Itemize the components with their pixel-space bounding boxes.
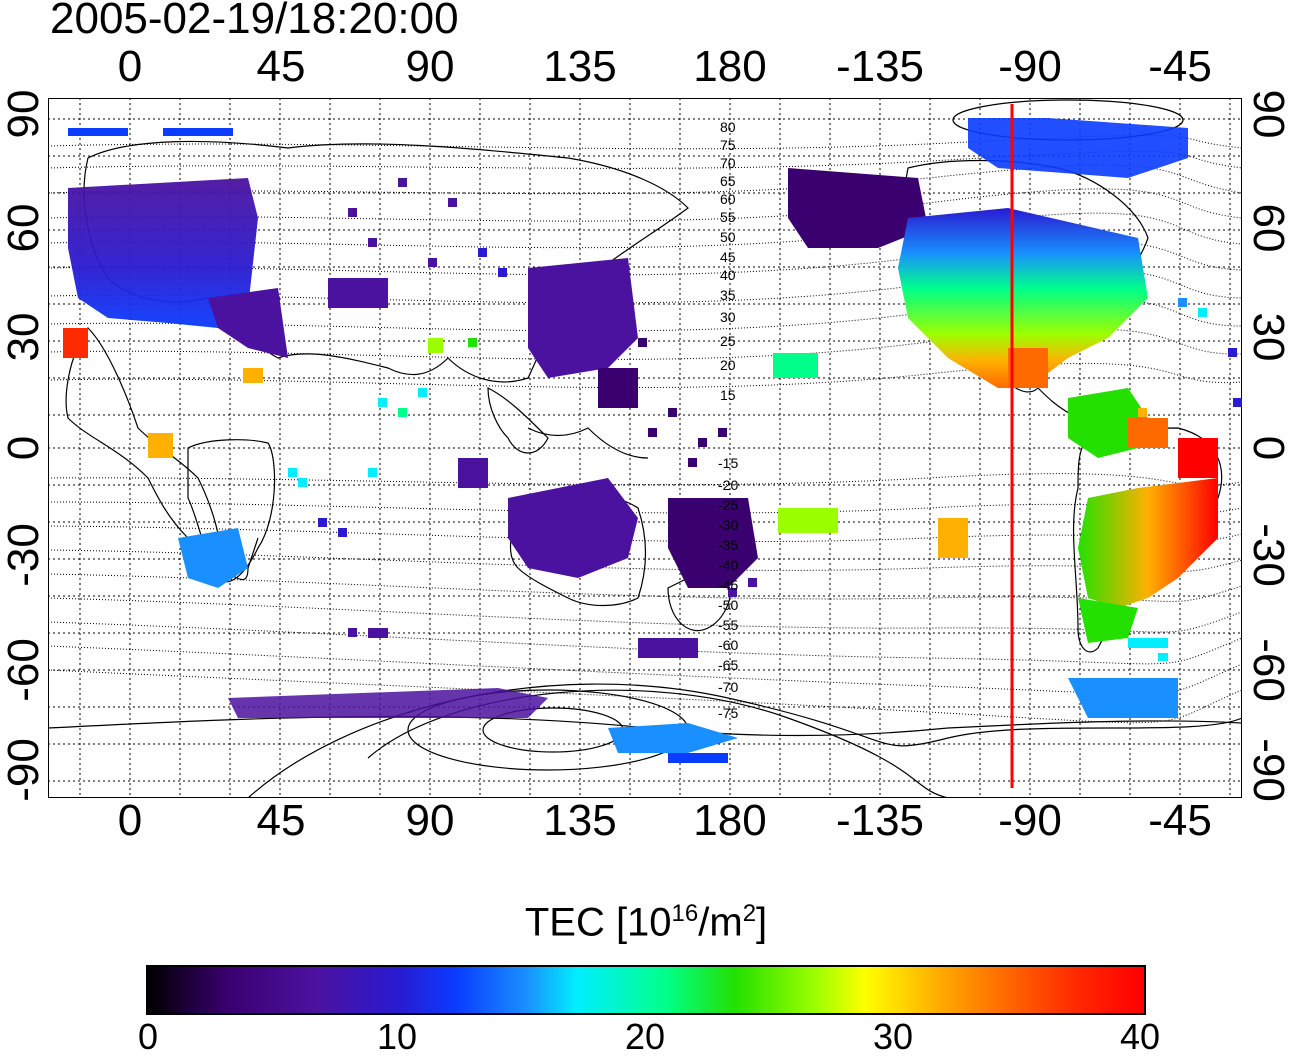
lon-label-bottom: -45 (1148, 796, 1212, 845)
contour-label: -75 (718, 705, 738, 721)
contour-label: 70 (720, 155, 736, 171)
tec-data-scatter (288, 178, 1242, 661)
lat-label-right: 0 (1244, 435, 1292, 461)
contour-label: -40 (718, 557, 738, 573)
lat-label-left: -90 (0, 738, 48, 802)
lon-label-bottom: 45 (256, 796, 306, 845)
colorbar-title-prefix: TEC [10 (524, 900, 672, 945)
colorbar-tick: 0 (137, 1016, 159, 1057)
contour-label: 80 (720, 119, 736, 135)
lat-label-right: -90 (1244, 738, 1292, 802)
contour-label: 35 (720, 287, 736, 303)
contour-label: -45 (718, 577, 738, 593)
lon-label-top: -45 (1148, 42, 1212, 91)
lon-label-bottom: 90 (405, 796, 455, 845)
tec-map-svg: 80 75 70 65 60 55 50 45 40 35 30 25 20 1… (47, 92, 1243, 804)
contour-label: 45 (720, 249, 736, 265)
lon-label-bottom: -135 (835, 796, 925, 845)
lon-label-bottom: 135 (543, 796, 617, 845)
contour-label: -20 (718, 477, 738, 493)
contour-label: 30 (720, 309, 736, 325)
contour-label: 60 (720, 191, 736, 207)
lon-label-top: 135 (543, 42, 617, 91)
lat-label-right: -60 (1244, 638, 1292, 702)
lon-label-bottom: 0 (117, 796, 143, 845)
lat-label-left: 60 (0, 203, 48, 253)
colorbar-title-unit: /m (698, 900, 743, 945)
contour-label: -15 (718, 455, 738, 471)
colorbar-tick: 30 (872, 1016, 914, 1057)
lat-label-left: 30 (0, 312, 48, 362)
contour-label: -50 (718, 597, 738, 613)
colorbar-tick: 10 (376, 1016, 418, 1057)
lat-label-right: 60 (1244, 203, 1292, 253)
lon-label-top: -90 (998, 42, 1062, 91)
contour-label: -60 (718, 637, 738, 653)
tec-colorbar (146, 965, 1146, 1015)
colorbar-title: TEC [1016/m2] (0, 900, 1292, 945)
contour-labels: 80 75 70 65 60 55 50 45 40 35 30 25 20 1… (718, 119, 738, 721)
colorbar-title-exp: 2 (742, 900, 757, 927)
colorbar-title-suffix: ] (756, 900, 768, 945)
colorbar-tick: 20 (624, 1016, 666, 1057)
contour-label: -55 (718, 617, 738, 633)
lon-label-top: 90 (405, 42, 455, 91)
contour-label: 65 (720, 173, 736, 189)
lat-label-left: 90 (0, 89, 48, 139)
colorbar-tick: 40 (1119, 1016, 1161, 1057)
contour-label: 50 (720, 229, 736, 245)
timestamp-title: 2005-02-19/18:20:00 (50, 0, 459, 43)
colorbar-title-exp: 16 (671, 900, 699, 927)
contour-label: -35 (718, 537, 738, 553)
lon-label-top: -135 (835, 42, 925, 91)
contour-label: 15 (720, 387, 736, 403)
lat-label-left: -30 (0, 523, 48, 587)
contour-label: 75 (720, 137, 736, 153)
lat-label-right: -30 (1244, 523, 1292, 587)
tec-map: 80 75 70 65 60 55 50 45 40 35 30 25 20 1… (47, 92, 1243, 804)
lon-label-bottom: -90 (998, 796, 1062, 845)
contour-label: -65 (718, 657, 738, 673)
lat-label-left: 0 (0, 435, 48, 461)
contour-label: 25 (720, 333, 736, 349)
lon-label-top: 45 (256, 42, 306, 91)
lat-label-right: 30 (1244, 312, 1292, 362)
lat-label-right: 90 (1244, 89, 1292, 139)
tec-data-patches (63, 118, 1218, 763)
contour-label: 20 (720, 357, 736, 373)
lon-label-top: 180 (693, 42, 767, 91)
contour-label: 40 (720, 267, 736, 283)
lon-label-bottom: 180 (693, 796, 767, 845)
contour-label: 55 (720, 209, 736, 225)
lat-label-left: -60 (0, 638, 48, 702)
contour-label: -25 (718, 497, 738, 513)
contour-label: -30 (718, 517, 738, 533)
lon-label-top: 0 (117, 42, 143, 91)
contour-label: -70 (718, 679, 738, 695)
